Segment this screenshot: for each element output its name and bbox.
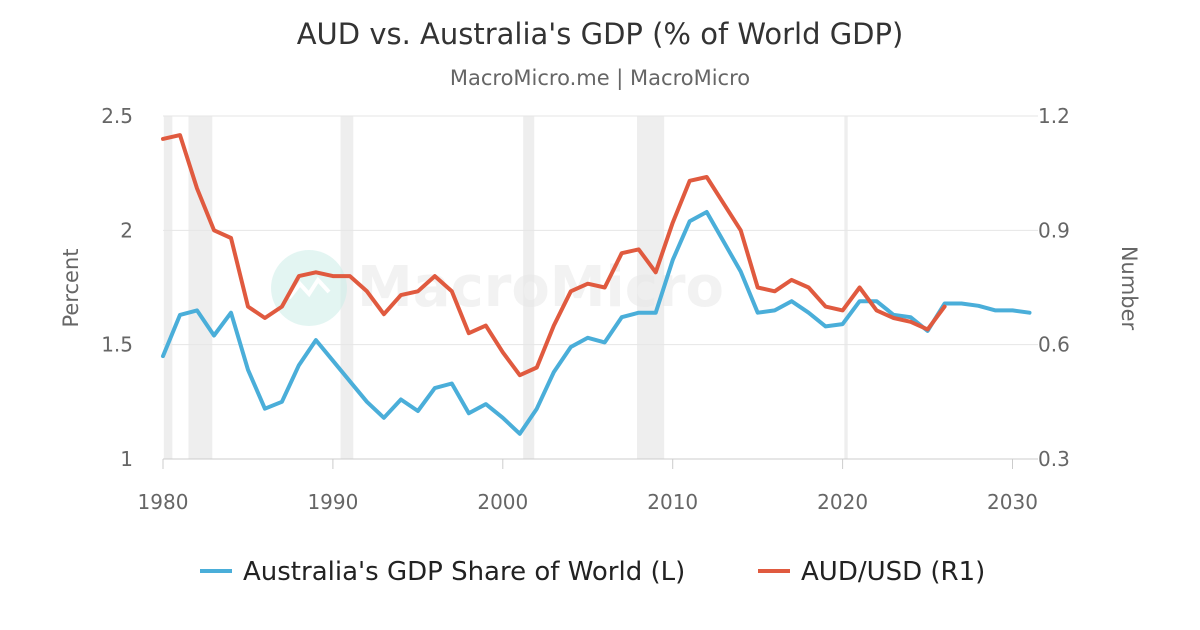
y-left-tick-label: 2 [120,218,133,242]
y-left-tick-label: 2.5 [101,104,133,128]
watermark-logo-mark [287,276,331,300]
chart-title: AUD vs. Australia's GDP (% of World GDP) [297,17,904,51]
y-left-axis-title: Percent [59,248,83,327]
recession-band-1 [188,116,213,459]
y-right-tick-label: 0.9 [1038,218,1070,242]
y-right-tick-label: 0.3 [1038,447,1070,471]
recession-band-3 [523,116,535,459]
y-right-axis-title: Number [1117,246,1141,331]
x-tick-label: 2020 [817,490,868,514]
series-line-1 [161,133,947,378]
legend-item-gdp-share[interactable]: Australia's GDP Share of World (L) [200,557,685,587]
y-right-tick-label: 0.6 [1038,333,1070,357]
x-tick-label: 2030 [987,490,1038,514]
recession-band-4 [637,116,665,459]
legend-item-aud-usd[interactable]: AUD/USD (R1) [758,557,985,587]
recession-band-0 [163,116,173,459]
watermark-logo-icon [271,250,347,326]
chart-subtitle: MacroMicro.me | MacroMicro [450,66,750,91]
series-line-0 [161,210,1032,436]
recession-band-5 [844,116,848,459]
y-left-tick-label: 1.5 [101,333,133,357]
axes: 1 1.5 2 2.5 0.3 0.6 0.9 1.2 1980 1990 2000 2010 2020… [101,104,1070,514]
y-left-tick-label: 1 [120,447,133,471]
series-lines [161,133,1032,436]
watermark-text: MacroMicro [357,255,724,320]
legend: Australia's GDP Share of World (L) AUD/U… [200,557,985,587]
grid-lines [163,115,1038,346]
x-tick-label: 2000 [477,490,528,514]
legend-label-aud-usd: AUD/USD (R1) [801,557,985,587]
x-tick-label: 2010 [647,490,698,514]
legend-label-gdp-share: Australia's GDP Share of World (L) [243,557,685,587]
x-tick-label: 1980 [138,490,189,514]
x-tick-label: 1990 [307,490,358,514]
y-right-tick-label: 1.2 [1038,104,1070,128]
